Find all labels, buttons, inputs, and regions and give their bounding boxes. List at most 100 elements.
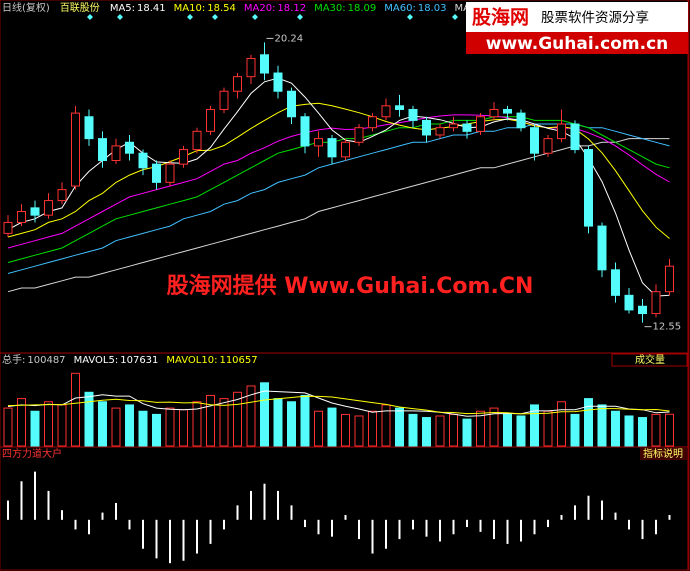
volume-bar <box>327 407 337 447</box>
extreme-label: 20.24 <box>275 33 304 44</box>
extreme-label: 12.55 <box>653 322 682 333</box>
legend-text: 18.09 <box>348 3 377 14</box>
candle-body <box>381 105 391 118</box>
legend-text: 总手: <box>2 353 25 366</box>
legend-text: 18.12 <box>277 3 306 14</box>
legend-text: 107631 <box>120 355 158 366</box>
candle-body <box>57 189 67 202</box>
candle-body <box>570 123 580 151</box>
indicator-title: 四方力道大户 <box>2 447 62 460</box>
volume-bar <box>665 413 674 447</box>
volume-bar <box>368 410 377 447</box>
candle-body <box>543 138 553 154</box>
volume-bar <box>219 398 229 447</box>
volume-bar <box>354 415 364 447</box>
volume-bar <box>179 409 188 447</box>
candle-body <box>314 138 323 147</box>
candle-body <box>611 269 620 296</box>
volume-bar <box>381 404 391 447</box>
volume-bar <box>57 404 67 447</box>
candle-body <box>165 163 175 183</box>
candle-body <box>341 141 350 158</box>
line <box>7 138 670 293</box>
candle-body <box>395 105 404 110</box>
volume-bar <box>246 385 256 447</box>
badge: 成交量 <box>635 353 665 366</box>
candle-body <box>233 76 242 92</box>
logo-url: www.Guhai.com.cn <box>486 34 669 54</box>
candle-body <box>638 305 647 315</box>
candle-body <box>354 127 364 143</box>
marker <box>87 14 458 20</box>
line <box>7 116 670 263</box>
volume-bar <box>260 382 269 447</box>
logo-subtitle: 股票软件资源分享 <box>541 9 649 26</box>
candle-body <box>125 141 134 154</box>
volume-bar <box>30 410 40 447</box>
volume-bar <box>341 413 350 447</box>
candle-body <box>260 54 269 74</box>
candle-body <box>408 108 418 121</box>
candle-body <box>111 145 121 161</box>
candle-body <box>71 112 80 187</box>
candle-body <box>192 130 202 151</box>
candle-body <box>557 123 566 140</box>
candle-body <box>449 123 458 129</box>
badge-box <box>611 353 688 367</box>
line <box>7 390 670 417</box>
candle-body <box>30 207 40 216</box>
volume-bar <box>638 417 647 447</box>
volume-bar <box>543 410 553 447</box>
volume-bar <box>3 407 13 447</box>
volume-bar <box>408 413 418 447</box>
volume-bar <box>597 404 607 447</box>
volume-bar <box>530 404 539 447</box>
volume-bar <box>503 413 512 447</box>
volume-bar <box>44 401 53 447</box>
candle-body <box>530 127 539 154</box>
candle-body <box>179 149 188 165</box>
volume-bar <box>314 410 323 447</box>
candle-body <box>98 138 107 161</box>
candle-body <box>206 108 215 132</box>
legend-text: 日线(复权) <box>2 1 50 14</box>
volume-bar <box>570 413 580 447</box>
line <box>7 77 670 297</box>
legend-text: MA60: <box>384 3 416 14</box>
legend-text: MA10: <box>174 3 206 14</box>
candle-body <box>17 211 26 223</box>
legend-text: MA30: <box>314 3 346 14</box>
volume-bar <box>273 398 283 447</box>
volume-bar <box>651 413 661 447</box>
legend-text: MAVOL5: <box>74 355 119 366</box>
logo: 股海网 股票软件资源分享 www.Guhai.com.cn <box>466 2 688 54</box>
volume-bar <box>287 401 296 447</box>
badge: 指标说明 <box>643 447 683 460</box>
legend-text: MAVOL10: <box>166 355 217 366</box>
candle-body <box>665 265 674 293</box>
candle-body <box>516 112 526 129</box>
legend-text: 110657 <box>219 355 257 366</box>
line <box>7 123 670 274</box>
candle-body <box>287 90 296 118</box>
candle-body <box>3 221 13 234</box>
legend-text: MA5: <box>110 3 135 14</box>
volume-bar <box>449 413 458 447</box>
volume-bar <box>422 417 431 447</box>
volume-bar <box>17 398 26 447</box>
volume-bar <box>611 410 620 447</box>
volume-bar <box>557 401 566 447</box>
volume-bar <box>111 407 121 447</box>
legend-text: 18.41 <box>137 3 166 14</box>
watermark: 股海网提供 Www.Guhai.Com.CN <box>167 273 534 299</box>
volume-bar <box>516 415 526 447</box>
legend-text: 18.03 <box>418 3 447 14</box>
volume-bar <box>624 415 634 447</box>
line <box>7 395 670 415</box>
candle-body <box>624 294 634 311</box>
candle-body <box>219 90 229 110</box>
candle-body <box>503 108 512 114</box>
volume-bar <box>395 407 404 447</box>
